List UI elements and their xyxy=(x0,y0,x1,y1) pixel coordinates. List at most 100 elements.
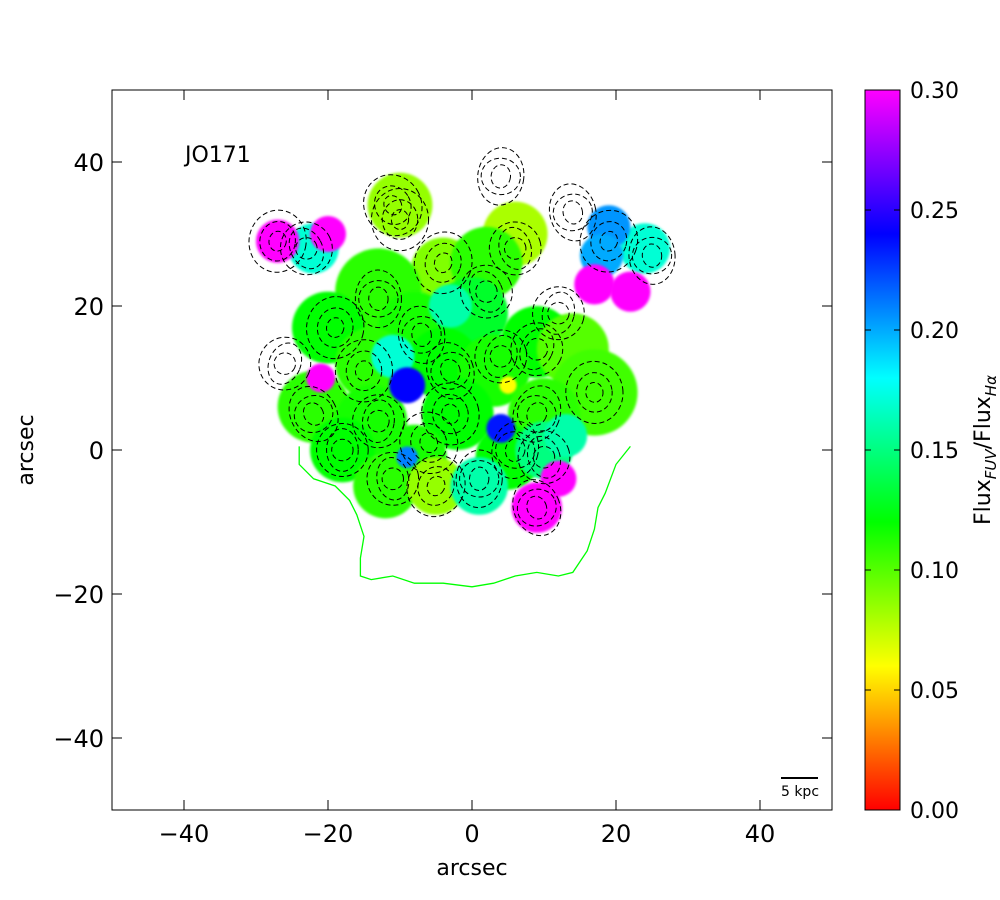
ratio-region-25 xyxy=(544,414,588,458)
plot-area xyxy=(248,147,676,588)
contour-6-2 xyxy=(306,296,365,360)
contour-5-2 xyxy=(459,264,513,319)
ratio-region-35 xyxy=(256,219,300,263)
contour-4-1 xyxy=(358,280,399,318)
contour-32-1 xyxy=(541,291,576,335)
y-tick-label: 0 xyxy=(89,437,104,465)
contour-0-0 xyxy=(383,195,403,216)
galaxy-label: JO171 xyxy=(183,143,251,168)
contour-24-1 xyxy=(590,221,628,262)
contour-4-2 xyxy=(354,269,402,329)
contour-19-2 xyxy=(491,420,540,480)
contour-21-1 xyxy=(417,466,455,506)
y-axis-ticks: −40 −20 0 20 40 xyxy=(53,149,832,753)
contour-27-1 xyxy=(259,220,296,262)
contour-23-2 xyxy=(517,430,571,485)
contour-31-2 xyxy=(512,479,562,537)
contour-3-0 xyxy=(433,252,453,274)
x-axis-ticks: −40 −20 0 20 40 xyxy=(159,90,775,848)
contour-12-1 xyxy=(576,372,613,413)
contour-5-0 xyxy=(475,280,498,303)
contour-1-2 xyxy=(477,147,525,206)
colorbar-tick-label: 0.05 xyxy=(910,679,959,704)
contour-11-1 xyxy=(483,334,518,378)
ratio-region-18 xyxy=(310,417,375,483)
colorbar-title: FluxFUV/FluxHα xyxy=(971,375,1000,525)
contour-26-1 xyxy=(288,227,325,270)
contour-2-1 xyxy=(498,226,533,270)
x-axis-title: arcsec xyxy=(436,856,507,881)
contour-26-0 xyxy=(295,237,318,260)
contour-28-0 xyxy=(562,200,584,225)
contour-19-0 xyxy=(504,437,526,463)
contour-6-1 xyxy=(316,307,354,348)
contour-25-2 xyxy=(628,226,676,285)
contour-24-0 xyxy=(599,230,619,252)
contour-25-0 xyxy=(641,243,663,268)
contour-31-0 xyxy=(526,495,548,520)
axes-frame xyxy=(111,89,833,811)
contour-30-1 xyxy=(381,199,419,240)
ratio-region-27 xyxy=(371,334,415,378)
contour-9-0 xyxy=(354,360,374,382)
contour-30-0 xyxy=(390,209,410,231)
stellar-disk-outline xyxy=(298,445,631,588)
contour-3-2 xyxy=(413,231,473,295)
y-tick-label: 20 xyxy=(73,293,104,321)
y-tick-label: −20 xyxy=(53,581,104,609)
contour-9-2 xyxy=(334,339,394,403)
contour-16-0 xyxy=(526,402,548,426)
contour-4-0 xyxy=(368,286,389,311)
ratio-region-16 xyxy=(421,378,494,450)
ratio-region-31 xyxy=(486,414,516,443)
contour-12-0 xyxy=(585,381,604,403)
contour-30-2 xyxy=(370,187,430,252)
contour-13-2 xyxy=(288,385,339,443)
x-tick-label: −40 xyxy=(159,820,210,848)
colorbar-ticks: 0.00 0.05 0.10 0.15 0.20 0.25 0.30 xyxy=(865,79,959,824)
contour-16-1 xyxy=(516,395,557,433)
contour-20-1 xyxy=(376,457,410,501)
contour-29-0 xyxy=(273,352,297,375)
x-tick-label: −20 xyxy=(303,820,354,848)
colorbar-title-sub2: Hα xyxy=(982,375,1000,396)
contour-22-2 xyxy=(455,449,503,509)
contour-18-0 xyxy=(419,432,439,454)
contour-1-0 xyxy=(490,164,512,189)
contour-14-1 xyxy=(361,399,395,443)
contour-1-1 xyxy=(480,157,521,196)
contour-8-2 xyxy=(510,322,564,377)
contour-17-1 xyxy=(326,428,359,472)
contour-17-0 xyxy=(331,438,354,462)
scale-bar-label: 5 kpc xyxy=(781,784,819,800)
colorbar-tick-label: 0.00 xyxy=(910,799,959,824)
contour-5-1 xyxy=(468,270,504,313)
y-tick-label: 40 xyxy=(73,149,104,177)
contour-23-0 xyxy=(532,445,556,469)
contour-2-0 xyxy=(503,237,527,260)
contour-9-1 xyxy=(345,350,383,392)
contour-31-1 xyxy=(516,488,557,527)
contour-16-2 xyxy=(512,385,562,443)
contour-11-2 xyxy=(474,329,528,384)
colorbar-tick-label: 0.20 xyxy=(910,319,959,344)
contour-25-1 xyxy=(631,236,673,275)
contour-18-1 xyxy=(410,422,448,463)
contour-13-0 xyxy=(302,402,325,426)
contour-10-0 xyxy=(439,358,461,383)
contour-12-2 xyxy=(565,360,624,424)
contour-32-0 xyxy=(547,301,570,325)
ratio-region-40 xyxy=(574,264,615,305)
colorbar-tick-label: 0.30 xyxy=(910,79,959,104)
contour-19-1 xyxy=(495,431,536,469)
halpha-contours xyxy=(248,147,676,537)
contour-14-0 xyxy=(367,409,390,433)
colorbar-tick-label: 0.25 xyxy=(910,199,959,224)
contour-20-0 xyxy=(381,467,405,491)
contour-27-0 xyxy=(268,230,287,252)
contour-21-2 xyxy=(406,454,466,518)
colorbar-title-sep: /Flux xyxy=(971,396,996,449)
ratio-region-0 xyxy=(367,172,433,238)
ratio-region-41 xyxy=(610,271,651,312)
